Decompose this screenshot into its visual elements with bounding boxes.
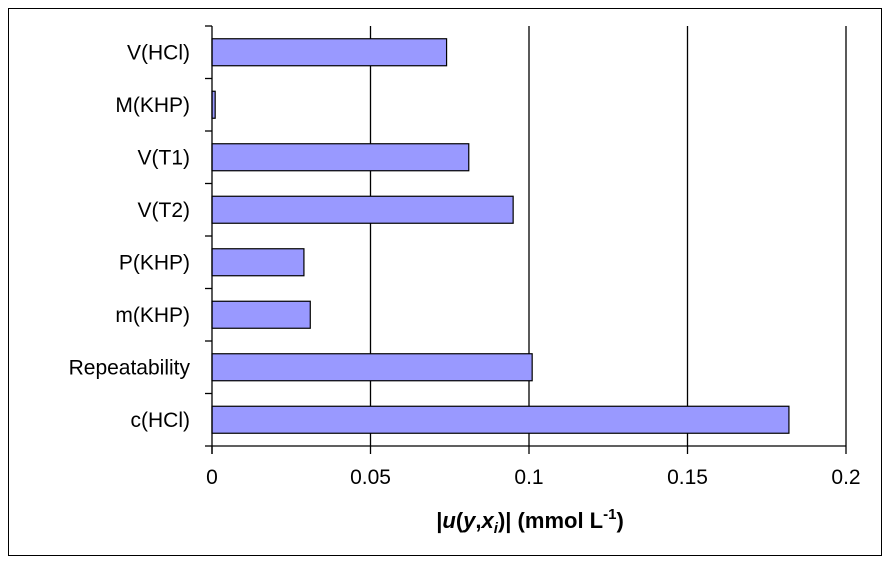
category-label: m(KHP) [115,304,190,327]
category-label: V(T1) [138,146,191,169]
bar [211,38,448,67]
x-axis-title: |u(y,xi)| (mmol L-1) [436,506,624,537]
x-tick-label: 0.1 [514,466,543,489]
bar [211,248,305,277]
bar [211,143,470,172]
bar [211,195,514,224]
category-label: P(KHP) [119,251,190,274]
bar [211,300,311,329]
x-tick-label: 0 [206,466,218,489]
category-label: V(T2) [138,199,191,222]
x-tick-label: 0.15 [667,466,708,489]
axes [205,25,847,454]
bars [211,38,790,434]
bar [211,353,533,382]
labels: V(HCl) M(KHP) V(T1) V(T2) P(KHP) m(KHP) Repeat… [69,41,861,489]
bar [211,405,790,434]
category-label: V(HCl) [127,41,190,64]
category-label: M(KHP) [115,94,190,117]
grid-lines [369,26,847,446]
category-label: c(HCl) [131,409,190,432]
chart-frame [8,8,882,556]
x-tick-label: 0.05 [350,466,391,489]
category-label: Repeatability [69,356,191,379]
x-tick-label: 0.2 [831,466,860,489]
